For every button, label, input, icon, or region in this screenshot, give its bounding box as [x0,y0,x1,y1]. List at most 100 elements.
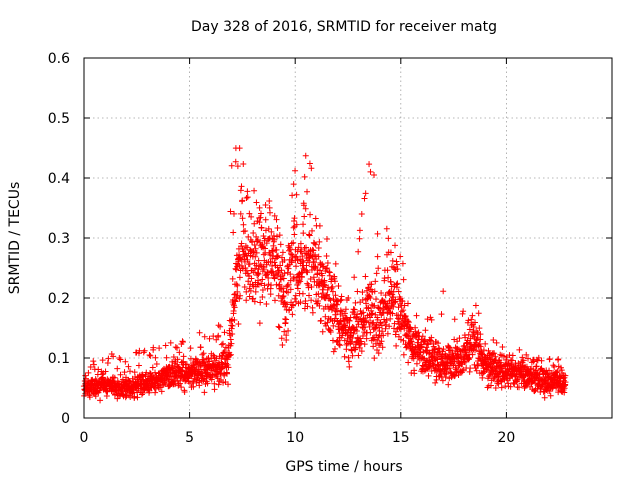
grid-lines [84,58,612,418]
data-point [228,162,235,169]
data-point [359,332,366,339]
data-point [541,394,548,401]
y-tick-label: 0.3 [48,231,70,247]
y-tick-label: 0 [61,411,70,427]
data-point [374,253,381,260]
data-point [419,333,426,340]
data-point [235,320,242,327]
data-point [328,285,335,292]
data-point [433,367,440,374]
data-point [240,161,247,168]
data-point [243,194,250,201]
data-point [353,328,360,335]
data-point [459,310,466,317]
data-point [331,273,338,280]
data-point [405,319,412,326]
data-point [378,322,385,329]
data-point [300,259,307,266]
data-point [227,336,234,343]
data-point [284,269,291,276]
data-point [306,231,313,238]
data-point [315,298,322,305]
data-point [378,338,385,345]
data-point [97,397,104,404]
data-point [287,246,294,253]
data-point [273,233,280,240]
data-point [509,352,516,359]
data-point [271,259,278,266]
data-point [228,325,235,332]
data-point [297,278,304,285]
data-point [242,228,249,235]
data-point [92,393,99,400]
data-point [233,266,240,273]
data-point [242,264,249,271]
data-point [231,291,238,298]
data-point [363,335,370,342]
data-point [330,302,337,309]
data-point [275,252,282,259]
data-point [239,215,246,222]
data-point [125,363,132,370]
data-point [269,268,276,275]
data-point [110,353,117,360]
data-point [257,299,264,306]
data-point [200,377,207,384]
data-point [247,287,254,294]
data-point [258,224,265,231]
data-point [236,274,243,281]
data-point [383,321,390,328]
data-point [320,263,327,270]
data-point [389,310,396,317]
data-point [237,187,244,194]
data-point [398,308,405,315]
data-point [397,253,404,260]
data-point [243,288,250,295]
data-point [90,361,97,368]
data-point [228,317,235,324]
data-point [236,295,243,302]
data-point [493,339,500,346]
data-point [199,372,206,379]
data-point [347,314,354,321]
data-point [288,259,295,266]
data-point [369,310,376,317]
data-point [291,295,298,302]
x-axis-label: GPS time / hours [285,459,402,475]
data-point [308,283,315,290]
data-point [284,301,291,308]
data-point [235,258,242,265]
data-point [199,351,206,358]
data-point [487,382,494,389]
data-point [370,343,377,350]
data-point [285,289,292,296]
data-point [256,320,263,327]
data-point [304,188,311,195]
data-point [387,249,394,256]
data-point [281,328,288,335]
data-point [232,298,239,305]
data-point [451,373,458,380]
data-point [236,145,243,152]
data-point [482,340,489,347]
data-point [287,251,294,258]
data-point [174,356,181,363]
data-point [536,371,543,378]
data-point [196,329,203,336]
data-point [238,256,245,263]
data-point [265,225,272,232]
data-point [135,362,142,369]
data-point [263,240,270,247]
data-point [336,342,343,349]
data-point [259,276,266,283]
data-point [105,355,112,362]
data-point [393,258,400,265]
data-point [400,337,407,344]
data-point [426,351,433,358]
data-point [473,367,480,374]
data-point [291,231,298,238]
data-point [229,322,236,329]
data-point [257,214,264,221]
data-point [181,389,188,396]
data-point [230,210,237,217]
